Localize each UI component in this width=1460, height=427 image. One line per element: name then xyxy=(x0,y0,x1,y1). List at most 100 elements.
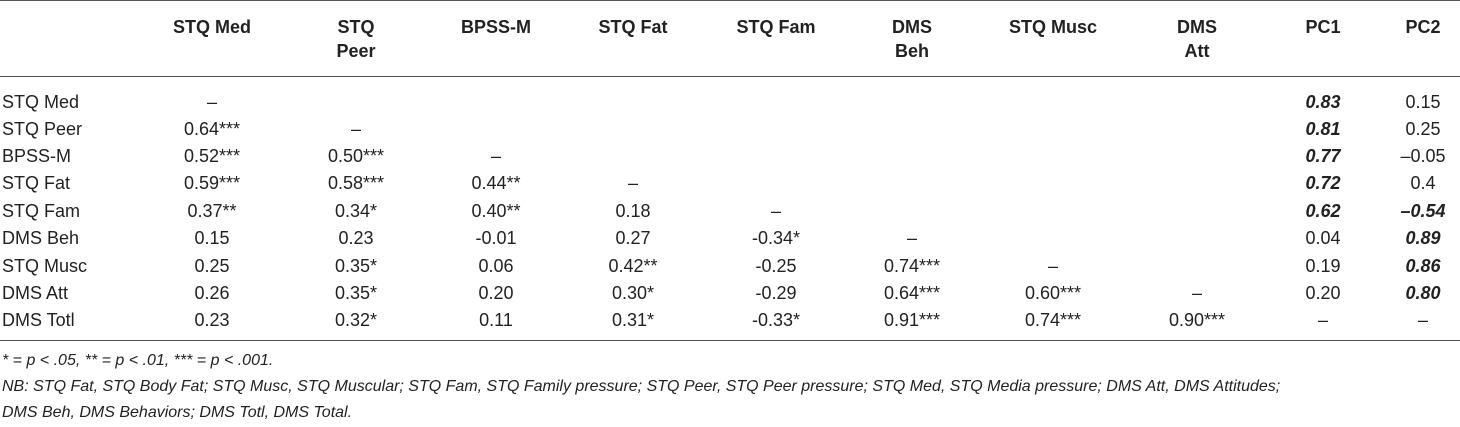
column-header: DMS Att xyxy=(1134,1,1260,77)
column-header: DMS Beh xyxy=(852,1,972,77)
row-label: DMS Totl xyxy=(2,309,75,330)
table-header: STQ Med STQ Peer BPSS-M STQ Fat STQ Fam DMS Beh… xyxy=(0,0,1460,77)
table-cell xyxy=(972,198,1134,225)
table-cell: – xyxy=(1047,255,1058,276)
row-label: STQ Fam xyxy=(2,200,81,221)
column-header-line: DMS xyxy=(892,17,932,37)
table-cell: 0.15 xyxy=(194,228,230,249)
table-cell: 0.20 xyxy=(1305,283,1341,304)
table-cell: –0.54 xyxy=(1400,200,1446,221)
table-cell: 0.62 xyxy=(1305,200,1341,221)
table-cell: 0.25 xyxy=(1405,118,1441,139)
column-header-line: STQ Fat xyxy=(598,17,668,37)
column-header: BPSS-M xyxy=(426,1,566,77)
table-cell xyxy=(1134,225,1260,252)
table-row: DMS Beh 0.15 0.23 -0.01 0.27 -0.34* – 0.04 0.89 xyxy=(0,225,1460,252)
table-cell: – xyxy=(770,200,781,221)
table-cell: -0.25 xyxy=(755,255,797,276)
table-cell: 0.15 xyxy=(1405,91,1441,112)
table-cell xyxy=(972,77,1134,116)
table-cell xyxy=(426,77,566,116)
table-cell xyxy=(852,198,972,225)
table-row: BPSS-M 0.52*** 0.50*** – 0.77 –0.05 xyxy=(0,143,1460,170)
table-cell xyxy=(700,170,852,197)
table-cell xyxy=(700,116,852,143)
header-cell-empty xyxy=(0,1,138,77)
table-cell: 0.35* xyxy=(334,255,378,276)
header-row: STQ Med STQ Peer BPSS-M STQ Fat STQ Fam DMS Beh… xyxy=(0,0,1460,77)
table-cell: 0.64*** xyxy=(883,283,941,304)
column-header: STQ Musc xyxy=(972,1,1134,77)
column-header: PC2 xyxy=(1386,1,1460,77)
column-header-line: Beh xyxy=(894,41,929,61)
table-cell: 0.60*** xyxy=(1024,283,1082,304)
table-cell: – xyxy=(1317,309,1328,330)
table-cell: 0.52*** xyxy=(183,146,241,167)
table-row: STQ Peer 0.64*** – 0.81 0.25 xyxy=(0,116,1460,143)
table-cell: 0.42** xyxy=(608,255,658,276)
table-cell: – xyxy=(1191,283,1202,304)
table-cell xyxy=(426,116,566,143)
correlation-table-container: STQ Med STQ Peer BPSS-M STQ Fat STQ Fam DMS Beh… xyxy=(0,0,1460,341)
row-label: STQ Musc xyxy=(2,255,88,276)
table-row: STQ Musc 0.25 0.35* 0.06 0.42** -0.25 0.74*** –… xyxy=(0,252,1460,279)
table-cell xyxy=(566,143,700,170)
row-label: STQ Peer xyxy=(2,118,83,139)
column-header-line: STQ Med xyxy=(172,17,251,37)
table-cell: 0.32* xyxy=(334,309,378,330)
table-cell: – xyxy=(490,146,501,167)
column-header-line: Att xyxy=(1184,41,1210,61)
table-cell: – xyxy=(350,118,361,139)
table-cell: 0.04 xyxy=(1305,228,1341,249)
table-notes: * = p < .05, ** = p < .01, *** = p < .00… xyxy=(0,341,1460,426)
row-label: BPSS-M xyxy=(2,146,72,167)
significance-note: * = p < .05, ** = p < .01, *** = p < .00… xyxy=(2,351,274,369)
table-cell xyxy=(1134,198,1260,225)
table-cell: 0.20 xyxy=(478,283,514,304)
table-cell xyxy=(852,170,972,197)
column-header-line: STQ xyxy=(337,17,375,37)
table-cell: 0.37** xyxy=(187,200,237,221)
table-row: STQ Fam 0.37** 0.34* 0.40** 0.18 – 0.62 –0.54 xyxy=(0,198,1460,225)
table-cell: – xyxy=(1417,309,1428,330)
table-cell xyxy=(1134,143,1260,170)
column-header-line: DMS xyxy=(1177,17,1217,37)
column-header: STQ Fam xyxy=(700,1,852,77)
column-header-line: BPSS-M xyxy=(460,17,531,37)
table-cell: 0.31* xyxy=(611,309,655,330)
table-cell xyxy=(972,170,1134,197)
table-cell xyxy=(852,77,972,116)
table-cell: 0.89 xyxy=(1405,228,1441,249)
column-header-line: STQ Musc xyxy=(1008,17,1097,37)
column-header: STQ Fat xyxy=(566,1,700,77)
table-cell xyxy=(566,116,700,143)
table-cell xyxy=(972,116,1134,143)
table-cell xyxy=(1134,252,1260,279)
table-row: STQ Fat 0.59*** 0.58*** 0.44** – 0.72 0.4 xyxy=(0,170,1460,197)
table-cell: 0.11 xyxy=(479,309,513,330)
table-cell: 0.44** xyxy=(471,173,521,194)
table-cell xyxy=(566,77,700,116)
column-header-line: PC2 xyxy=(1405,17,1441,37)
row-label: STQ Fat xyxy=(2,173,71,194)
column-header: STQ Med xyxy=(138,1,286,77)
table-cell xyxy=(852,143,972,170)
table-cell: 0.23 xyxy=(338,228,374,249)
table-cell: 0.81 xyxy=(1305,118,1341,139)
table-cell: 0.25 xyxy=(194,255,230,276)
table-cell: 0.74*** xyxy=(1024,309,1082,330)
table-cell xyxy=(700,77,852,116)
row-label: DMS Att xyxy=(2,283,69,304)
column-header: PC1 xyxy=(1260,1,1386,77)
table-cell: -0.29 xyxy=(755,283,797,304)
table-cell: 0.83 xyxy=(1305,91,1341,112)
table-cell: 0.72 xyxy=(1305,173,1341,194)
table-row: DMS Totl 0.23 0.32* 0.11 0.31* -0.33* 0.91*** 0… xyxy=(0,307,1460,341)
table-cell: 0.26 xyxy=(194,283,230,304)
table-cell: 0.74*** xyxy=(883,255,941,276)
table-cell: 0.90*** xyxy=(1168,309,1226,330)
column-header-line: Peer xyxy=(336,41,376,61)
table-row: STQ Med – 0.83 0.15 xyxy=(0,77,1460,116)
table-cell: 0.50*** xyxy=(327,146,385,167)
table-cell: 0.06 xyxy=(478,255,514,276)
